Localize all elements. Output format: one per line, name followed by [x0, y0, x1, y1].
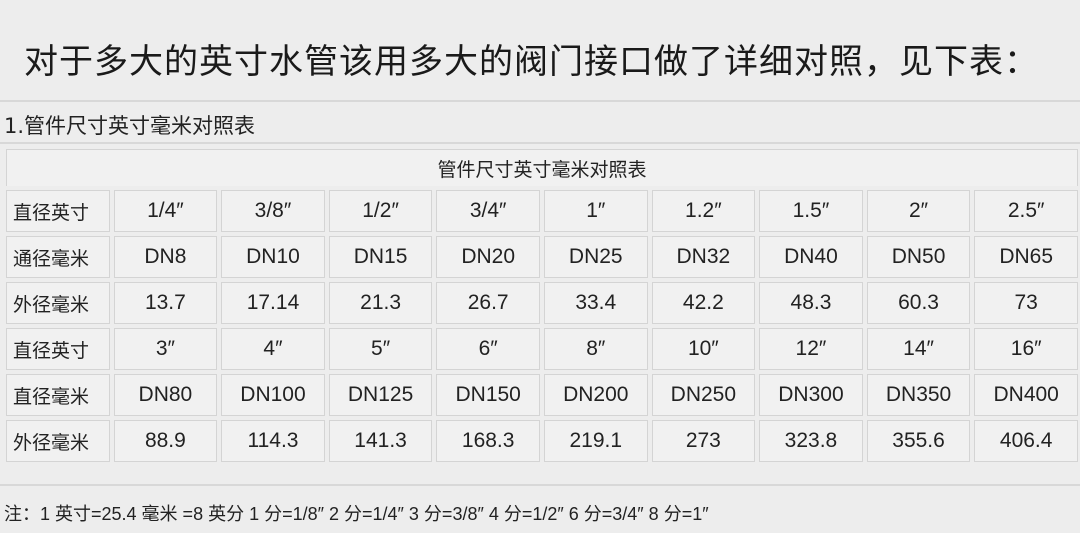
table-cell: 114.3	[221, 420, 325, 462]
table-cell: 13.7	[113, 282, 218, 324]
table-cell: 60.3	[866, 282, 971, 324]
table-row: 外径毫米 88.9 114.3 141.3 168.3 219.1 273 323.8 355.…	[6, 420, 1078, 462]
table-cell: 4″	[221, 328, 325, 370]
table-row: 外径毫米 13.7 17.14 21.3 26.7 33.4 42.2 48.3 60.3 73	[6, 282, 1078, 324]
table-cell: DN400	[974, 374, 1078, 416]
table-cell: 1/2″	[328, 190, 433, 232]
table-cell: DN40	[759, 236, 863, 278]
table-cell: 88.9	[113, 420, 218, 462]
row-label: 直径英寸	[6, 328, 110, 370]
divider	[0, 484, 1080, 486]
table-cell: 1.5″	[759, 190, 863, 232]
table-cell: 8″	[543, 328, 648, 370]
table-cell: 1″	[543, 190, 648, 232]
table-cell: 1/4″	[113, 190, 218, 232]
row-label: 直径毫米	[6, 374, 110, 416]
table-cell: 323.8	[759, 420, 863, 462]
table-cell: 406.4	[974, 420, 1078, 462]
table-cell: 3/4″	[436, 190, 540, 232]
table-row: 通径毫米 DN8 DN10 DN15 DN20 DN25 DN32 DN40 DN50 DN65	[6, 236, 1078, 278]
page-heading: 对于多大的英寸水管该用多大的阀门接口做了详细对照，见下表：	[24, 42, 1039, 82]
table-row: 直径英寸 1/4″ 3/8″ 1/2″ 3/4″ 1″ 1.2″ 1.5″ 2″ 2.5″	[6, 190, 1078, 232]
table-cell: 16″	[974, 328, 1078, 370]
table-row: 直径英寸 3″ 4″ 5″ 6″ 8″ 10″ 12″ 14″ 16″	[6, 328, 1078, 370]
table-cell: 3″	[113, 328, 218, 370]
table-cell: DN150	[436, 374, 540, 416]
table-cell: DN200	[543, 374, 648, 416]
table-cell: DN25	[543, 236, 648, 278]
table-cell: DN8	[113, 236, 218, 278]
table-cell: 2″	[866, 190, 971, 232]
table-cell: DN350	[866, 374, 971, 416]
row-label: 外径毫米	[6, 420, 110, 462]
table-cell: DN32	[651, 236, 756, 278]
table-cell: 42.2	[651, 282, 756, 324]
row-label: 通径毫米	[6, 236, 110, 278]
section-title: 1.管件尺寸英寸毫米对照表	[4, 114, 256, 138]
table-cell: DN250	[651, 374, 756, 416]
table-cell: 26.7	[436, 282, 540, 324]
table-cell: 14″	[866, 328, 971, 370]
table-cell: 141.3	[328, 420, 433, 462]
table-cell: DN50	[866, 236, 971, 278]
table-cell: 33.4	[543, 282, 648, 324]
table-cell: 21.3	[328, 282, 433, 324]
pipe-size-table: 管件尺寸英寸毫米对照表 直径英寸 1/4″ 3/8″ 1/2″ 3/4″ 1″ 1.2″ 1.…	[2, 145, 1080, 466]
table-cell: DN20	[436, 236, 540, 278]
table-cell: 3/8″	[221, 190, 325, 232]
table-cell: 6″	[436, 328, 540, 370]
table-cell: 1.2″	[651, 190, 756, 232]
table-cell: DN125	[328, 374, 433, 416]
table-cell: 168.3	[436, 420, 540, 462]
row-label: 外径毫米	[6, 282, 110, 324]
table-row: 直径毫米 DN80 DN100 DN125 DN150 DN200 DN250 DN300 DN…	[6, 374, 1078, 416]
table-cell: 73	[974, 282, 1078, 324]
table-cell: DN80	[113, 374, 218, 416]
table-cell: DN300	[759, 374, 863, 416]
table-cell: DN15	[328, 236, 433, 278]
table-cell: DN100	[221, 374, 325, 416]
divider	[0, 100, 1080, 102]
table-cell: 10″	[651, 328, 756, 370]
table-cell: 17.14	[221, 282, 325, 324]
table-caption-row: 管件尺寸英寸毫米对照表	[6, 149, 1078, 186]
table-cell: 219.1	[543, 420, 648, 462]
table-cell: DN65	[974, 236, 1078, 278]
table-cell: 273	[651, 420, 756, 462]
table-cell: 48.3	[759, 282, 863, 324]
divider	[0, 142, 1080, 144]
table-cell: 5″	[328, 328, 433, 370]
table-caption: 管件尺寸英寸毫米对照表	[6, 149, 1078, 186]
row-label: 直径英寸	[6, 190, 110, 232]
table-cell: DN10	[221, 236, 325, 278]
table-cell: 12″	[759, 328, 863, 370]
table-cell: 2.5″	[974, 190, 1078, 232]
table-cell: 355.6	[866, 420, 971, 462]
footnote: 注：1 英寸=25.4 毫米 =8 英分 1 分=1/8″ 2 分=1/4″ 3…	[4, 504, 709, 524]
